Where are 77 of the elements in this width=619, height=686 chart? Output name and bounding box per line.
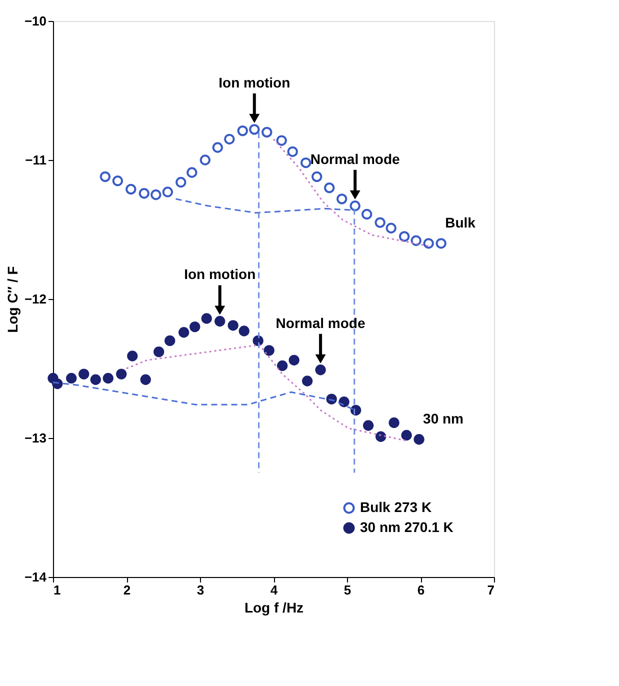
annotation: Ion motion [184,266,256,282]
point [276,360,288,372]
point [414,434,424,445]
legend-label: 30 nm 270.1 K [360,519,454,535]
point [375,431,386,442]
point [386,222,396,234]
point [162,186,173,198]
point [324,182,335,194]
point [315,364,326,376]
y-tick-label: −12 [24,292,46,306]
point [164,335,176,346]
point [66,372,77,384]
annotation: Normal mode [276,314,366,331]
point [436,238,446,249]
point [112,176,124,186]
point [228,320,238,331]
point [410,235,422,246]
line-series [272,138,430,247]
point [336,194,348,204]
point [350,200,360,212]
point [176,176,186,188]
y-tick-label: −14 [24,570,48,584]
annotation: Normal mode [310,150,400,167]
x-tick-label: 2 [123,582,131,598]
x-tick-label: 3 [196,582,204,598]
point [276,135,287,146]
annotation: 30 nm [423,410,464,426]
point [362,208,372,220]
point [423,238,434,249]
point [78,368,90,380]
point [100,171,111,182]
point [190,321,200,332]
point [154,346,164,358]
point [264,345,274,356]
y-tick-label: −10 [24,14,46,28]
point [90,374,101,385]
point [214,316,226,327]
y-axis-title: Log C″ / F [4,266,20,333]
point [362,420,374,431]
x-tick-label: 7 [487,582,494,598]
point [127,350,138,362]
annotation: Ion motion [218,74,290,90]
point [262,126,272,138]
point [249,124,260,135]
point [302,376,313,386]
point [116,368,127,380]
point [102,372,114,384]
point [186,167,198,178]
x-tick-label: 4 [270,582,278,598]
x-tick-label: 6 [417,582,425,598]
annotation: Bulk [445,214,476,230]
point [287,146,298,157]
point [224,134,235,144]
point [200,154,210,166]
point [399,231,410,242]
point [150,189,162,200]
legend-label: Bulk 273 K [360,499,432,515]
point [201,313,212,324]
y-tick-label: −13 [24,430,46,446]
point [300,157,312,168]
y-tick-label: −11 [25,152,46,168]
point [401,430,412,441]
point [138,188,150,199]
point [312,171,322,182]
point [238,326,250,336]
point [374,217,386,228]
line-series [174,198,352,214]
x-tick-label: 1 [54,582,61,598]
point [178,327,190,338]
point [212,142,223,153]
point [126,184,136,195]
point [388,417,400,428]
point [237,125,248,136]
point [140,374,151,385]
x-tick-label: 5 [344,582,352,598]
x-axis-title: Log f /Hz [244,600,304,616]
point [288,354,300,366]
